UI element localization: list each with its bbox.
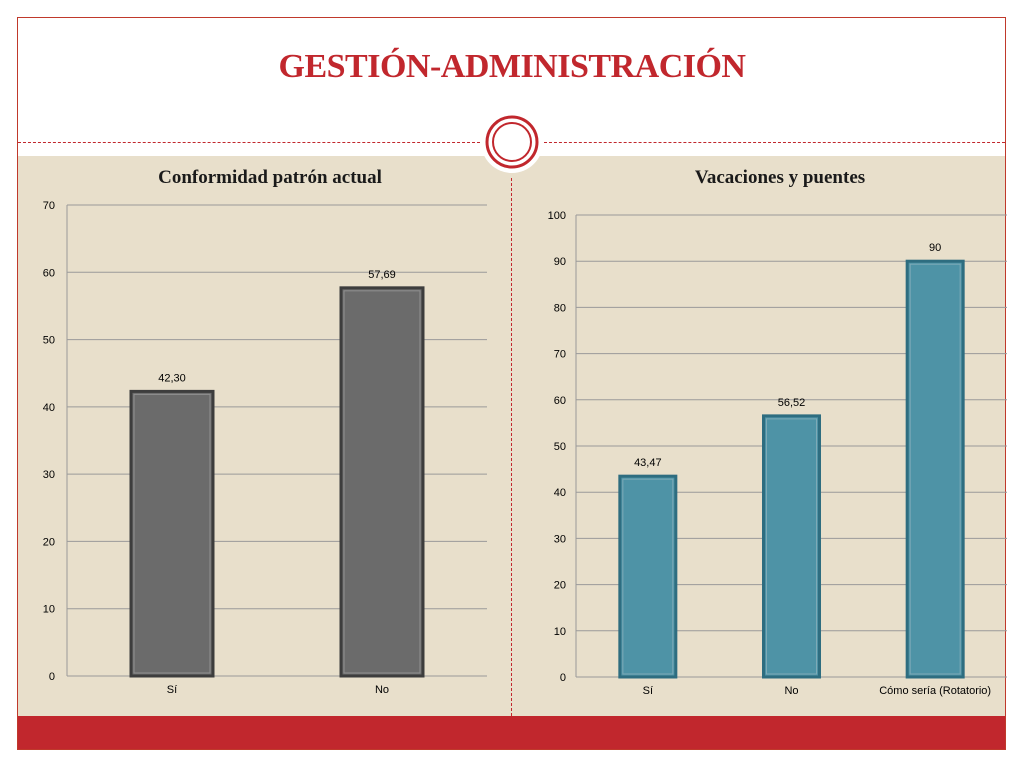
chart-2-data-label: 56,52 (778, 397, 806, 409)
chart-1-bar (339, 286, 425, 678)
chart-1-y-tick-label: 70 (43, 200, 55, 212)
chart-1-y-tick-label: 40 (43, 402, 55, 414)
chart-2-y-tick-label: 40 (554, 487, 566, 499)
chart-2-bar-highlight (909, 263, 961, 675)
chart-2-y-tick-label: 90 (554, 256, 566, 268)
chart-2-y-tick-label: 60 (554, 395, 566, 407)
chart-1-title: Conformidad patrón actual (158, 167, 382, 188)
chart-2-title: Vacaciones y puentes (694, 167, 866, 188)
chart-2-y-tick-label: 70 (554, 349, 566, 361)
chart-1-y-tick-label: 0 (49, 671, 55, 683)
chart-1-y-tick-label: 60 (43, 267, 55, 279)
chart-2-bar (905, 259, 965, 679)
chart-2-bar (762, 414, 821, 679)
chart-2-y-tick-label: 50 (554, 441, 566, 453)
chart-2-data-label: 43,47 (634, 457, 662, 469)
chart-2-category-label: No (784, 685, 798, 697)
chart-1-y-tick-label: 20 (43, 536, 55, 548)
chart-1-data-label: 57,69 (368, 269, 396, 281)
chart-1-y-tick-label: 10 (43, 604, 55, 616)
chart-2-y-tick-label: 10 (554, 626, 566, 638)
chart-2-y-tick-label: 30 (554, 533, 566, 545)
chart-2-y-tick-label: 100 (548, 210, 566, 222)
chart-2-y-tick-label: 80 (554, 302, 566, 314)
chart-1-y-tick-label: 50 (43, 335, 55, 347)
chart-1-bar (129, 389, 215, 678)
chart-1-category-label: No (375, 684, 389, 696)
chart-2-category-label: Cómo sería (Rotatorio) (879, 685, 991, 697)
panel-divider (511, 178, 512, 716)
chart-2-bar-highlight (622, 478, 674, 675)
footer-bar (18, 716, 1005, 749)
chart-1-bar-highlight (133, 393, 211, 674)
chart-1-data-label: 42,30 (158, 372, 186, 384)
title-divider-left (18, 142, 480, 143)
chart-1-bar-highlight (343, 290, 421, 674)
chart-2-y-tick-label: 20 (554, 580, 566, 592)
chart-1-y-tick-label: 30 (43, 469, 55, 481)
slide-title: GESTIÓN-ADMINISTRACIÓN (278, 48, 746, 85)
chart-1-category-label: Sí (167, 684, 177, 696)
chart-2-y-tick-label: 0 (560, 672, 566, 684)
chart-2-bar-highlight (766, 418, 817, 675)
chart-2-data-label: 90 (929, 242, 941, 254)
chart-2-category-label: Sí (643, 685, 653, 697)
title-divider-right (544, 142, 1005, 143)
circle-ornament-icon (481, 111, 543, 173)
chart-2-bar (618, 474, 678, 679)
